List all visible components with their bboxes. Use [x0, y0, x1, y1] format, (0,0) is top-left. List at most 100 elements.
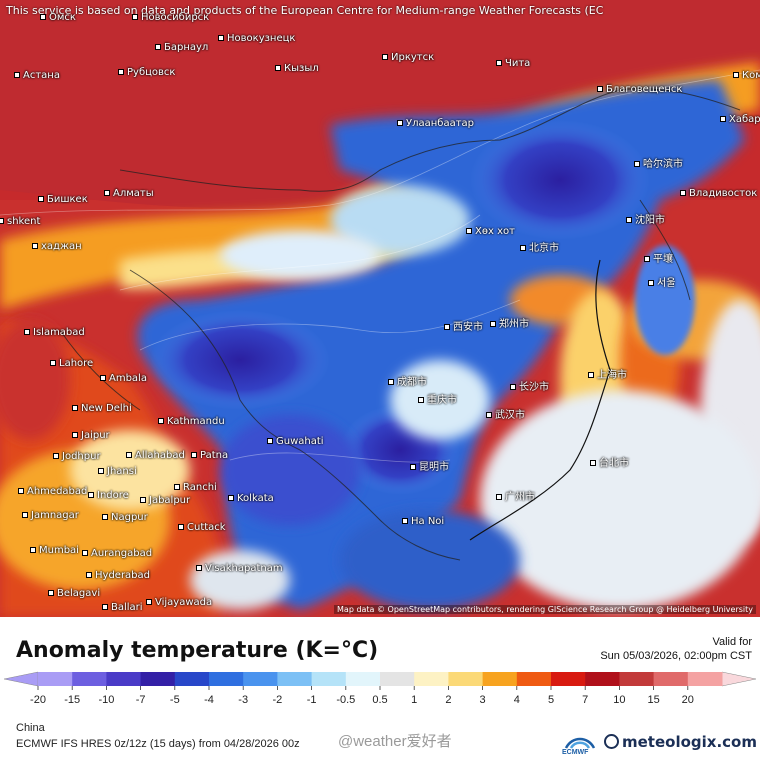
legend-arrow-low [3, 671, 39, 687]
model-info: ECMWF IFS HRES 0z/12z (15 days) from 04/… [16, 738, 300, 750]
city-label: Алматы [104, 188, 154, 199]
city-label: Patna [191, 450, 228, 461]
city-label: 成都市 [388, 373, 427, 388]
legend-swatch [551, 672, 586, 686]
city-label: 西安市 [444, 318, 483, 333]
city-label: Кызыл [275, 63, 319, 74]
ecmwf-label: ECMWF [562, 749, 589, 756]
legend-tick-label: -1 [307, 694, 317, 706]
legend-swatch [174, 672, 210, 686]
city-label: Владивосток [680, 188, 757, 199]
legend-tick-label: 15 [647, 694, 659, 706]
color-legend: -20 -15 -10 -7 -5 -4 -3 -2 -1 -0.5 0.5 1 2 3 4 5 7 10 15 20 [3, 671, 757, 706]
map-attribution[interactable]: Map data © OpenStreetMap contributors, r… [334, 605, 756, 614]
temperature-anomaly-map[interactable]: This service is based on data and produc… [0, 0, 760, 617]
city-label: 北京市 [520, 239, 559, 254]
city-label: Ballari [102, 602, 143, 613]
city-label: Indore [88, 490, 129, 501]
city-label: Hyderabad [86, 570, 150, 581]
legend-tick-label: -0.5 [336, 694, 355, 706]
city-label: 长沙市 [510, 378, 549, 393]
legend-tick-label: 5 [548, 694, 554, 706]
legend-swatch [209, 672, 244, 686]
city-label: Иркутск [382, 52, 434, 63]
legend-swatch [448, 672, 484, 686]
city-label: Kolkata [228, 493, 274, 504]
city-label: Улаанбаатар [397, 118, 474, 129]
city-label: 广州市 [496, 488, 535, 503]
legend-tick-label: 7 [582, 694, 588, 706]
city-label: New Delhi [72, 403, 132, 414]
city-label: Новосибирск [132, 12, 209, 23]
city-label: Cuttack [178, 522, 226, 533]
legend-tick-label: 3 [480, 694, 486, 706]
legend-swatch [38, 672, 73, 686]
legend-tick-label: 20 [682, 694, 694, 706]
legend-tick-label: -2 [273, 694, 283, 706]
legend-swatch [653, 672, 689, 686]
city-label: shkent [0, 216, 40, 227]
city-label: Belagavi [48, 588, 100, 599]
city-label: Бишкек [38, 194, 88, 205]
legend-swatch [619, 672, 655, 686]
legend-swatch [482, 672, 518, 686]
legend-tick-label: -15 [64, 694, 80, 706]
map-canvas [0, 0, 760, 617]
city-label: Хөх хот [466, 226, 515, 237]
city-label: Комс [733, 70, 760, 81]
ecmwf-notice: This service is based on data and produc… [6, 4, 604, 17]
city-label: 上海市 [588, 366, 627, 381]
city-label: 台北市 [590, 454, 629, 469]
legend-tick-label: -5 [170, 694, 180, 706]
city-label: Jabalpur [140, 495, 190, 506]
legend-swatch [106, 672, 142, 686]
meteologix-brand-text: meteologix.com [622, 733, 757, 751]
city-label: Visakhapatnam [196, 563, 283, 574]
city-label: Kathmandu [158, 416, 225, 427]
ecmwf-logo-icon [564, 737, 596, 749]
city-label: Aurangabad [82, 548, 152, 559]
city-label: Guwahati [267, 436, 324, 447]
legend-swatch [140, 672, 176, 686]
legend-tick-label: 10 [613, 694, 625, 706]
city-label: 郑州市 [490, 315, 529, 330]
city-label: Ambala [100, 373, 147, 384]
city-label: Благовещенск [597, 84, 682, 95]
legend-tick-label: -20 [30, 694, 46, 706]
legend-swatch [243, 672, 278, 686]
city-label: Чита [496, 58, 530, 69]
city-label: Ahmedabad [18, 486, 87, 497]
city-label: Islamabad [24, 327, 85, 338]
legend-tick-label: 4 [514, 694, 520, 706]
legend-tick-label: 2 [445, 694, 451, 706]
valid-for-label: Valid for [712, 636, 752, 648]
watermark: @weather爱好者 [338, 733, 452, 750]
legend-swatch [687, 672, 723, 686]
legend-tick-label: -10 [98, 694, 114, 706]
legend-swatch [72, 672, 107, 686]
legend-tick-label: -7 [136, 694, 146, 706]
city-label: 重庆市 [418, 391, 457, 406]
city-label: 沈阳市 [626, 211, 665, 226]
region-label: China [16, 722, 45, 734]
city-label: 平壤 [644, 250, 673, 265]
legend-tick-label: 0.5 [372, 694, 387, 706]
city-label: Mumbai [30, 545, 79, 556]
legend-tick-label: -4 [204, 694, 214, 706]
legend-swatch [311, 672, 347, 686]
city-label: Lahore [50, 358, 93, 369]
meteologix-mark-icon [604, 734, 619, 749]
city-label: Vijayawada [146, 597, 212, 608]
meteologix-logo[interactable]: meteologix.com [604, 733, 757, 751]
legend-tick-label: 1 [411, 694, 417, 706]
legend-arrow-high [721, 671, 757, 687]
city-label: Jamnagar [22, 510, 79, 521]
city-label: Jaipur [72, 430, 110, 441]
legend-swatch [345, 672, 381, 686]
legend-swatch [414, 672, 449, 686]
city-label: Хабаро [720, 114, 760, 125]
city-label: Рубцовск [118, 67, 175, 78]
legend-tick-label: -3 [238, 694, 248, 706]
valid-time: Sun 05/03/2026, 02:00pm CST [600, 650, 752, 662]
legend-swatch [277, 672, 313, 686]
